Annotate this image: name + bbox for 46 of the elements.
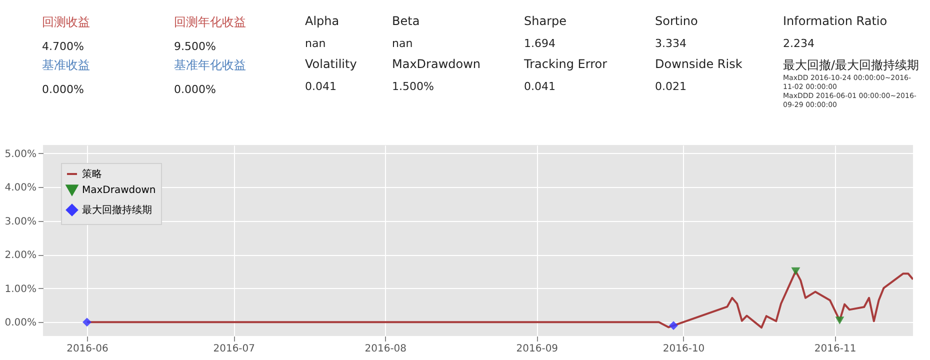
category-label: 最大回撤/最大回撤持续期 (783, 57, 920, 74)
category-label: 基准收益 (42, 58, 90, 72)
text: 0.021 (655, 80, 686, 93)
category-label: Tracking Error (524, 57, 608, 71)
y-tick-label: 2.00% (4, 250, 36, 262)
text: 2.234 (783, 37, 814, 50)
x-tick-label: 2016-10 (662, 344, 705, 354)
point (835, 316, 844, 324)
point (82, 318, 92, 327)
legend-label: 策略 (82, 168, 102, 180)
text: nan (392, 37, 413, 50)
text: 0.041 (305, 80, 336, 93)
category-label: 回测年化收益 (174, 15, 246, 29)
category-label: 回测收益 (42, 15, 90, 29)
category-label: Information Ratio (783, 14, 888, 28)
y-tick-label: 0.00% (4, 318, 36, 329)
text: 0.000% (174, 83, 216, 96)
category-label: Downside Risk (655, 57, 742, 71)
category-label: Sharpe (524, 14, 567, 28)
text: 0.041 (524, 80, 556, 93)
x-tick-label: 2016-07 (213, 344, 256, 354)
category-label: Volatility (305, 57, 357, 71)
x-tick-label: 2016-11 (814, 344, 856, 354)
x-tick-label: 2016-08 (364, 344, 407, 354)
category-label: 基准年化收益 (174, 58, 246, 72)
text: 9.500% (174, 40, 216, 53)
text: 1.694 (524, 37, 556, 50)
text: 1.500% (392, 80, 434, 93)
category-label: MaxDrawdown (392, 57, 481, 71)
category-label: Sortino (655, 14, 698, 28)
category-label: Beta (392, 14, 420, 28)
y-tick-label: 5.00% (4, 148, 36, 160)
text: 0.000% (42, 83, 84, 96)
y-tick-label: 1.00% (4, 284, 36, 295)
y-tick-label: 4.00% (4, 182, 36, 194)
text: nan (305, 37, 326, 50)
point (791, 267, 800, 276)
text: 3.334 (655, 37, 686, 50)
legend-label: MaxDrawdown (82, 185, 156, 196)
text: 4.700% (42, 40, 84, 53)
y-tick-label: 3.00% (4, 216, 36, 228)
legend-label: 最大回撤持续期 (82, 204, 152, 216)
point (669, 321, 678, 330)
x-tick-label: 2016-09 (516, 344, 558, 354)
x-tick-label: 2016-06 (66, 344, 108, 354)
category-label: Alpha (305, 14, 340, 28)
